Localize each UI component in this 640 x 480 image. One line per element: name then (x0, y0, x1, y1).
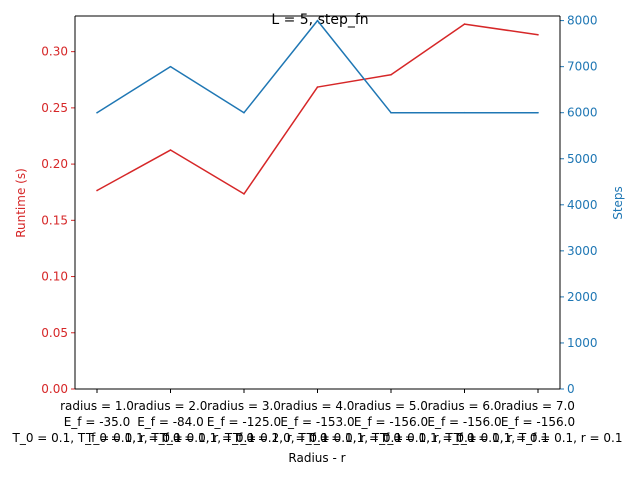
x-tick-label: radius = 6.0 (428, 399, 502, 413)
y-tick-label-right: 0 (567, 382, 575, 396)
x-tick-label: radius = 2.0 (134, 399, 208, 413)
chart-title: L = 5, step_fn (271, 12, 368, 28)
y-tick-label-left: 0.15 (41, 213, 68, 227)
runtime-point (537, 33, 539, 36)
steps-point (96, 111, 98, 114)
y-tick-label-left: 0.00 (41, 382, 68, 396)
x-tick-label: T_0 = 0.1, T_f = 0.1, r = 0.1 (85, 431, 255, 445)
x-tick-label: T_0 = 0.1, T_f = 0.1, r = 0.1 (158, 431, 328, 445)
runtime-point (316, 86, 319, 88)
y-tick-label-right: 4000 (567, 198, 598, 212)
y-tick-label-left: 0.20 (41, 157, 68, 171)
x-tick-label: T_0 = 0.1, T_f = 0.1, r = 0.1 (11, 431, 181, 445)
steps-point (390, 111, 392, 114)
x-tick-label: radius = 1.0 (60, 399, 134, 413)
y-tick-label-left: 0.25 (41, 101, 68, 115)
y-tick-label-right: 5000 (567, 152, 598, 166)
steps-point (169, 65, 172, 68)
y-axis-label-left: Runtime (s) (14, 168, 28, 238)
x-tick-label: T_0 = 0.1, T_f = 0.1, r = 0.1 (452, 431, 622, 445)
x-tick-label: E_f = -125.0 (207, 415, 281, 429)
runtime-point (390, 73, 392, 76)
x-tick-label: T_0 = 0.1, T_f = 0.1, r = 0.1 (305, 431, 475, 445)
x-tick-label: E_f = -153.0 (280, 415, 354, 429)
x-tick-label: E_f = -156.0 (427, 415, 501, 429)
x-tick-label: E_f = -156.0 (354, 415, 428, 429)
y-tick-label-right: 2000 (567, 290, 598, 304)
x-tick-label: E_f = -156.0 (501, 415, 575, 429)
x-tick-label: T_0 = 2.0, T_f = 0.1, r = 0.1 (232, 431, 402, 445)
y-axis-label-right: Steps (611, 186, 625, 220)
x-tick-label: radius = 4.0 (281, 399, 355, 413)
runtime-point (243, 193, 245, 195)
y-tick-label-left: 0.05 (41, 326, 68, 340)
y-tick-label-right: 3000 (567, 244, 598, 258)
x-tick-label: E_f = -84.0 (137, 415, 204, 429)
y-tick-label-right: 8000 (567, 14, 598, 28)
steps-point (243, 111, 245, 114)
steps-point (463, 111, 466, 114)
x-tick-label: radius = 5.0 (354, 399, 428, 413)
x-tick-label: E_f = -35.0 (64, 415, 131, 429)
steps-point (537, 111, 539, 114)
runtime-point (463, 23, 466, 25)
x-axis-label: Radius - r (288, 451, 345, 465)
x-tick-label: radius = 3.0 (207, 399, 281, 413)
x-tick-label: T_0 = 0.1, T_f = 0.1, r = 0.1 (379, 431, 549, 445)
runtime-point (169, 149, 172, 151)
y-tick-label-right: 6000 (567, 106, 598, 120)
x-tick-label: radius = 7.0 (501, 399, 575, 413)
steps-point (316, 19, 319, 22)
y-tick-label-right: 7000 (567, 60, 598, 74)
y-tick-label-right: 1000 (567, 336, 598, 350)
y-tick-label-left: 0.30 (41, 45, 68, 59)
runtime-point (96, 189, 98, 192)
y-tick-label-left: 0.10 (41, 270, 68, 284)
